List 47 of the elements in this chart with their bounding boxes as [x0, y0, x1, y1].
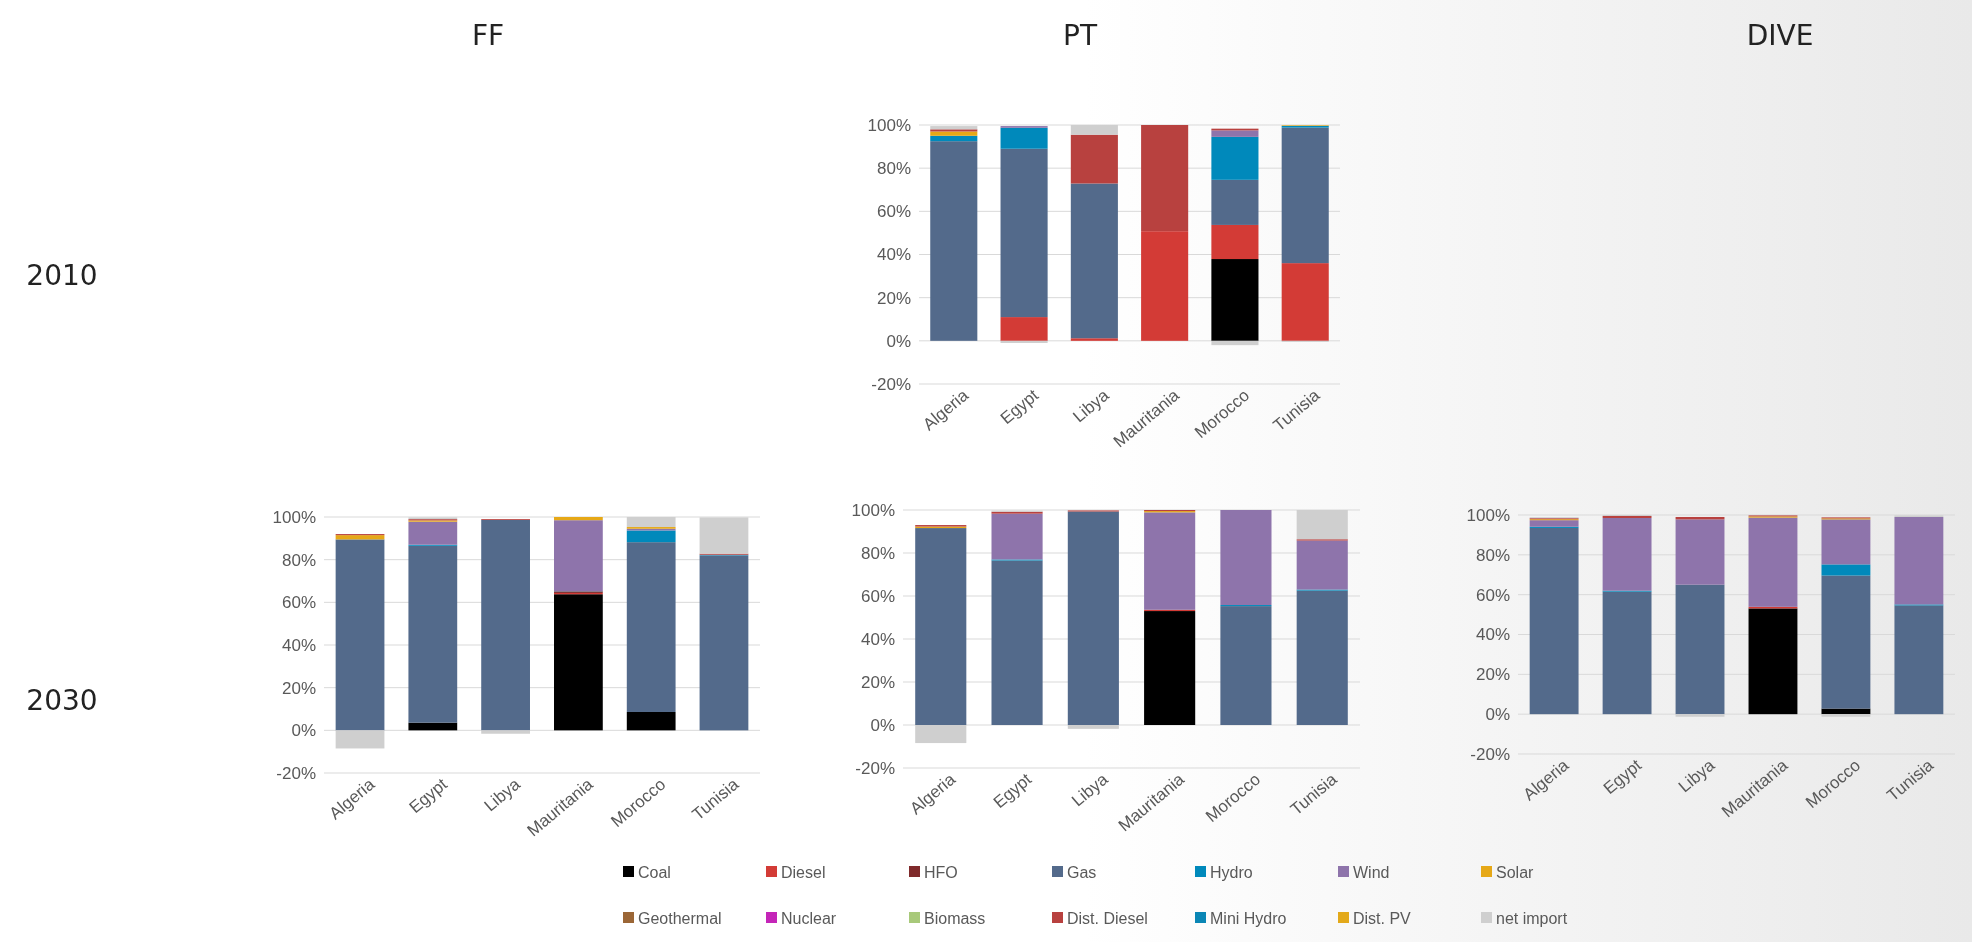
y-tick-label: 60% [876, 202, 911, 222]
y-tick-label: 60% [281, 593, 316, 613]
y-tick-label: 20% [876, 288, 911, 308]
y-tick-label: 80% [281, 550, 316, 570]
y-tick-label: 20% [281, 678, 316, 698]
legend-label: Wind [1353, 863, 1390, 881]
y-tick-label: -20% [1470, 744, 1510, 764]
legend-label: Geothermal [638, 909, 722, 927]
y-tick-label: 40% [281, 635, 316, 655]
y-tick-label: 20% [860, 672, 895, 692]
text: 2010 [26, 258, 98, 292]
y-tick-label: -20% [871, 374, 911, 394]
chart-title: DIVE [1746, 19, 1814, 52]
y-tick-label: 40% [876, 245, 911, 265]
y-tick-label: 20% [1475, 665, 1510, 685]
y-tick-label: -20% [855, 758, 895, 778]
legend-label: Nuclear [781, 909, 837, 927]
chart-title: PT [1063, 19, 1098, 52]
y-tick-label: 0% [1485, 705, 1510, 725]
y-tick-label: 60% [860, 586, 895, 606]
legend-label: Dist. PV [1353, 909, 1412, 927]
legend-label: Gas [1067, 863, 1097, 881]
y-tick-label: 80% [1475, 545, 1510, 565]
legend-label: Dist. Diesel [1067, 909, 1148, 927]
y-tick-label: 100% [1466, 505, 1510, 525]
y-tick-label: 0% [291, 721, 316, 741]
y-tick-label: 100% [272, 507, 316, 527]
y-tick-label: 0% [886, 331, 911, 351]
y-tick-label: 60% [1475, 585, 1510, 605]
legend-label: Coal [638, 863, 671, 881]
y-tick-label: -20% [276, 763, 316, 783]
legend-label: Hydro [1210, 863, 1253, 881]
text: 2030 [26, 683, 98, 717]
y-tick-label: 100% [867, 115, 911, 135]
legend-label: Biomass [924, 909, 986, 927]
legend-label: Solar [1496, 863, 1535, 881]
legend-label: Mini Hydro [1210, 909, 1287, 927]
y-tick-label: 0% [870, 715, 895, 735]
y-tick-label: 100% [851, 500, 895, 520]
legend-label: HFO [924, 863, 958, 881]
y-tick-label: 80% [860, 543, 895, 563]
legend-label: net import [1496, 909, 1568, 927]
y-tick-label: 40% [860, 629, 895, 649]
y-tick-label: 80% [876, 159, 911, 179]
chart-title: FF [471, 19, 505, 52]
legend-label: Diesel [781, 863, 826, 881]
y-tick-label: 40% [1475, 625, 1510, 645]
